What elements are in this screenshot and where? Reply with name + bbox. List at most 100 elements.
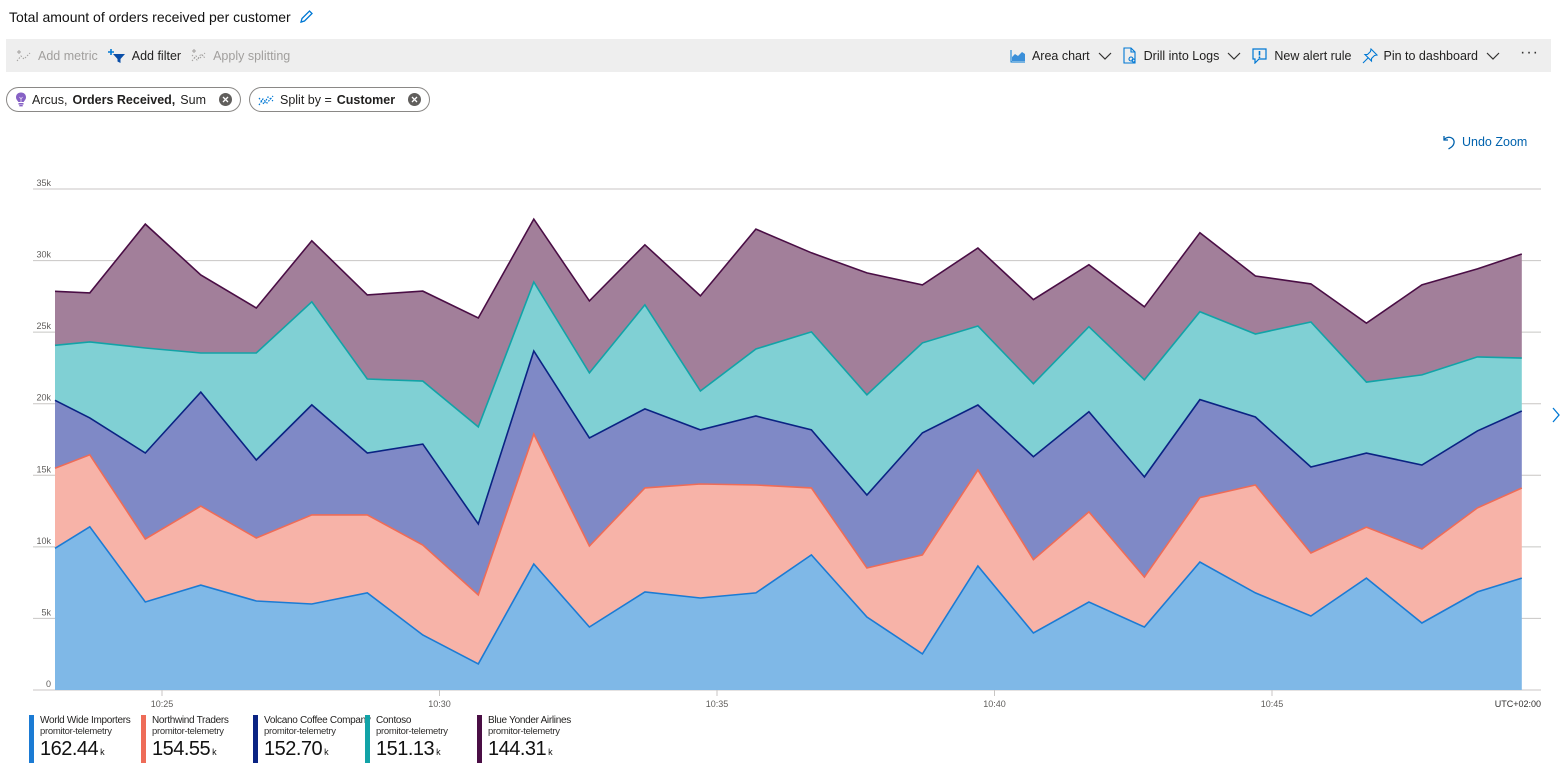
- area-northwind-traders[interactable]: [55, 434, 1522, 664]
- alert-icon: [1252, 47, 1267, 64]
- series-areas: [55, 219, 1522, 690]
- legend-text: Blue Yonder Airlines promitor-telemetry 14…: [488, 715, 571, 763]
- drill-into-logs-label: Drill into Logs: [1143, 48, 1220, 63]
- y-axis-ticks: 0 5k 10k 15k 20k 25k 30k 35k: [36, 178, 51, 689]
- line-world-wide-importers: [54, 525, 1523, 665]
- legend-series-name: Volcano Coffee Company: [264, 715, 371, 726]
- legend-series-source: promitor-telemetry: [264, 726, 336, 737]
- remove-split-button[interactable]: [408, 93, 422, 106]
- legend-color-swatch: [141, 715, 146, 763]
- legend-series-source: promitor-telemetry: [376, 726, 448, 737]
- chart-title: Total amount of orders received per cust…: [9, 9, 291, 25]
- undo-zoom-label: Undo Zoom: [1462, 135, 1528, 149]
- legend-item[interactable]: Volcano Coffee Company promitor-telemetry…: [253, 715, 371, 763]
- line-volcano-coffee-company: [54, 349, 1523, 526]
- apply-splitting-icon: [191, 48, 206, 61]
- area-volcano-coffee-company[interactable]: [55, 351, 1522, 595]
- legend-color-swatch: [253, 715, 258, 763]
- x-tick-label: 10:35: [706, 699, 729, 709]
- legend-item[interactable]: World Wide Importers promitor-telemetry 16…: [29, 715, 141, 763]
- split-pill[interactable]: Split by = Customer: [248, 87, 431, 112]
- line-northwind-traders: [54, 432, 1523, 597]
- y-tick-label: 10k: [36, 536, 51, 546]
- chevron-down-icon: [1227, 52, 1241, 60]
- legend-total-unit: k: [548, 747, 553, 757]
- legend-item[interactable]: Blue Yonder Airlines promitor-telemetry 14…: [477, 715, 589, 763]
- y-tick-label: 20k: [36, 393, 51, 403]
- area-chart-label: Area chart: [1031, 48, 1090, 63]
- remove-metric-button[interactable]: [218, 93, 232, 106]
- apply-splitting-button[interactable]: Apply splitting: [191, 39, 300, 72]
- legend-text: Contoso promitor-telemetry 151.13 k: [376, 715, 448, 763]
- add-filter-icon: [107, 48, 125, 63]
- x-tick-label: 10:45: [1261, 699, 1284, 709]
- metric-pills: Arcus, Orders Received, Sum Split by = C…: [6, 87, 431, 112]
- undo-zoom-button[interactable]: Undo Zoom: [1442, 134, 1527, 150]
- legend-series-total: 162.44 k: [40, 737, 131, 764]
- legend-series-name: Contoso: [376, 715, 412, 726]
- chart-legend: World Wide Importers promitor-telemetry 16…: [29, 715, 589, 763]
- legend-item[interactable]: Contoso promitor-telemetry 151.13 k: [365, 715, 477, 763]
- legend-series-source: promitor-telemetry: [40, 726, 112, 737]
- chart-header: Total amount of orders received per cust…: [9, 6, 314, 28]
- pin-to-dashboard-label: Pin to dashboard: [1383, 48, 1479, 63]
- y-tick-label: 15k: [36, 464, 51, 474]
- legend-total-value: 151.13: [376, 738, 435, 760]
- y-tick-label: 35k: [36, 178, 51, 188]
- legend-text: World Wide Importers promitor-telemetry 16…: [40, 715, 131, 763]
- legend-total-unit: k: [324, 747, 329, 757]
- x-tick-label: 10:40: [983, 699, 1006, 709]
- line-blue-yonder-airlines: [54, 217, 1523, 325]
- y-tick-label: 30k: [36, 250, 51, 260]
- add-filter-button[interactable]: Add filter: [107, 39, 191, 72]
- legend-color-swatch: [365, 715, 370, 763]
- new-alert-rule-button[interactable]: New alert rule: [1251, 39, 1361, 72]
- legend-total-unit: k: [212, 747, 217, 757]
- y-tick-label: 25k: [36, 321, 51, 331]
- metric-pill[interactable]: Arcus, Orders Received, Sum: [6, 87, 241, 112]
- legend-total-value: 144.31: [488, 738, 547, 760]
- legend-total-value: 162.44: [40, 738, 99, 760]
- legend-total-unit: k: [436, 747, 441, 757]
- chevron-right-icon[interactable]: [1551, 406, 1561, 424]
- new-alert-rule-label: New alert rule: [1274, 48, 1352, 63]
- series-lines: [54, 217, 1523, 665]
- y-tick-label: 0: [46, 679, 51, 689]
- close-icon: [222, 96, 229, 103]
- add-filter-label: Add filter: [131, 48, 182, 63]
- legend-color-swatch: [29, 715, 34, 763]
- legend-series-total: 152.70 k: [264, 737, 371, 764]
- metric-pill-prefix: Arcus,: [32, 92, 68, 107]
- area-contoso[interactable]: [55, 282, 1522, 524]
- legend-series-source: promitor-telemetry: [488, 726, 560, 737]
- legend-total-unit: k: [100, 747, 105, 757]
- undo-icon: [1443, 136, 1455, 150]
- area-chart-icon: [1010, 49, 1025, 62]
- more-options-button[interactable]: ···: [1520, 43, 1539, 61]
- logs-icon: [1123, 47, 1136, 64]
- x-axis-ticks: 10:25 10:30 10:35 10:40 10:45 UTC+02:00: [151, 690, 1541, 709]
- pin-to-dashboard-dropdown[interactable]: Pin to dashboard: [1362, 39, 1511, 72]
- y-tick-label: 5k: [41, 607, 51, 617]
- chart-area[interactable]: 0 5k 10k 15k 20k 25k 30k 35k 10:25 10:30 10:35 10:…: [0, 170, 1563, 710]
- legend-color-swatch: [477, 715, 482, 763]
- legend-text: Northwind Traders promitor-telemetry 154.5…: [152, 715, 229, 763]
- area-blue-yonder-airlines[interactable]: [55, 219, 1522, 427]
- area-world-wide-importers[interactable]: [55, 526, 1522, 690]
- legend-series-source: promitor-telemetry: [152, 726, 224, 737]
- pencil-icon[interactable]: [298, 9, 314, 25]
- metric-pill-aggregation: Sum: [180, 92, 206, 107]
- split-pill-prefix: Split by =: [279, 92, 332, 107]
- legend-series-total: 144.31 k: [488, 737, 571, 764]
- legend-text: Volcano Coffee Company promitor-telemetry…: [264, 715, 371, 763]
- drill-into-logs-dropdown[interactable]: Drill into Logs: [1122, 39, 1252, 72]
- legend-series-name: Blue Yonder Airlines: [488, 715, 571, 726]
- apply-splitting-label: Apply splitting: [213, 48, 291, 63]
- close-icon: [411, 96, 418, 103]
- chevron-down-icon: [1098, 52, 1112, 60]
- chart-type-dropdown[interactable]: Area chart: [1010, 39, 1122, 72]
- x-tick-label: 10:25: [151, 699, 174, 709]
- legend-item[interactable]: Northwind Traders promitor-telemetry 154.5…: [141, 715, 253, 763]
- add-metric-button[interactable]: Add metric: [16, 39, 108, 72]
